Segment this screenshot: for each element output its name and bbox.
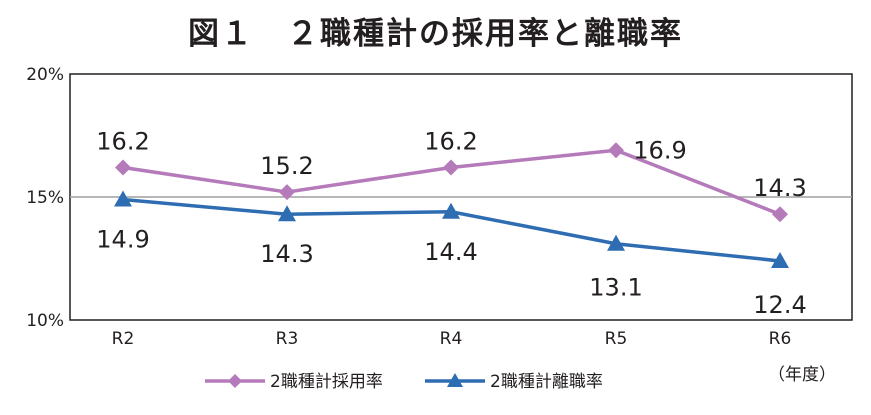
legend-marker — [447, 373, 463, 387]
data-label: 13.1 — [589, 274, 642, 302]
data-label: 16.2 — [424, 127, 477, 155]
data-label: 12.4 — [753, 291, 806, 319]
data-label: 14.3 — [753, 174, 806, 202]
data-point — [115, 159, 131, 176]
y-tick-label: 10% — [26, 311, 64, 331]
legend-label: 2職種計離職率 — [490, 372, 603, 392]
legend-marker — [228, 374, 242, 388]
data-label: 16.2 — [96, 127, 149, 155]
data-point — [443, 159, 459, 176]
legend: 2職種計採用率 2職種計離職率 — [205, 372, 603, 392]
x-tick-label: R6 — [769, 329, 792, 349]
data-label: 14.4 — [424, 238, 477, 266]
data-point — [442, 202, 460, 219]
x-tick-label: R4 — [440, 329, 463, 349]
data-label: 14.3 — [260, 240, 313, 268]
data-point — [278, 205, 296, 222]
data-label: 16.9 — [633, 136, 686, 164]
data-label: 15.2 — [260, 152, 313, 180]
data-label: 14.9 — [96, 225, 149, 253]
data-point — [279, 184, 295, 201]
chart-title: 図１ ２職種計の採用率と離職率 — [188, 16, 683, 52]
x-axis-unit: （年度） — [768, 365, 836, 385]
y-tick-label: 15% — [26, 188, 64, 208]
data-point — [114, 190, 132, 207]
x-tick-label: R2 — [112, 329, 135, 349]
data-point — [772, 206, 788, 223]
data-point — [771, 251, 789, 268]
y-tick-label: 20% — [26, 65, 64, 85]
x-tick-label: R3 — [276, 329, 299, 349]
data-point — [608, 142, 624, 159]
x-tick-label: R5 — [605, 329, 628, 349]
data-point — [607, 234, 625, 251]
legend-label: 2職種計採用率 — [270, 372, 383, 392]
